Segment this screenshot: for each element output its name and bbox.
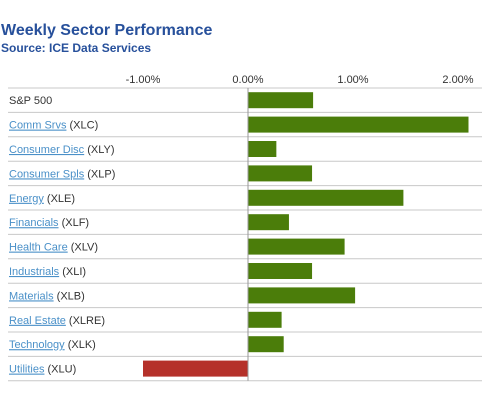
category-label: Industrials (XLI) bbox=[9, 266, 86, 278]
sector-link[interactable]: Technology bbox=[9, 339, 65, 351]
sector-link[interactable]: Real Estate bbox=[9, 315, 66, 327]
sector-link[interactable]: Health Care bbox=[9, 242, 68, 254]
chart-title: Weekly Sector Performance bbox=[1, 22, 213, 39]
bar bbox=[248, 116, 469, 133]
bar bbox=[248, 214, 289, 231]
category-label: Technology (XLK) bbox=[9, 339, 96, 351]
sector-link[interactable]: Energy bbox=[9, 193, 44, 205]
bar bbox=[143, 360, 248, 377]
bar bbox=[248, 189, 404, 206]
category-label: S&P 500 bbox=[9, 95, 52, 107]
category-label: Health Care (XLV) bbox=[9, 242, 98, 254]
ticker-symbol: (XLI) bbox=[59, 266, 86, 278]
bar bbox=[248, 336, 284, 353]
bar bbox=[248, 92, 314, 109]
sector-link[interactable]: Industrials bbox=[9, 266, 60, 278]
sector-link[interactable]: Materials bbox=[9, 290, 54, 302]
sector-link[interactable]: Consumer Spls bbox=[9, 168, 85, 180]
sector-link[interactable]: Utilities bbox=[9, 364, 45, 376]
category-label: Financials (XLF) bbox=[9, 217, 89, 229]
ticker-symbol: (XLF) bbox=[59, 217, 90, 229]
ticker-symbol: (XLP) bbox=[84, 168, 115, 180]
sector-link[interactable]: Financials bbox=[9, 217, 59, 229]
ticker-symbol: (XLK) bbox=[65, 339, 96, 351]
category-name: S&P 500 bbox=[9, 95, 52, 107]
ticker-symbol: (XLE) bbox=[44, 193, 75, 205]
x-tick-label: -1.00% bbox=[126, 74, 161, 86]
category-label: Comm Srvs (XLC) bbox=[9, 120, 98, 132]
ticker-symbol: (XLRE) bbox=[66, 315, 105, 327]
category-label: Consumer Disc (XLY) bbox=[9, 144, 115, 156]
category-label: Consumer Spls (XLP) bbox=[9, 168, 115, 180]
chart-subtitle: Source: ICE Data Services bbox=[1, 41, 152, 55]
x-tick-label: 0.00% bbox=[232, 74, 263, 86]
sector-link[interactable]: Consumer Disc bbox=[9, 144, 85, 156]
category-label: Real Estate (XLRE) bbox=[9, 315, 105, 327]
ticker-symbol: (XLU) bbox=[44, 364, 76, 376]
ticker-symbol: (XLV) bbox=[68, 242, 98, 254]
sector-link[interactable]: Comm Srvs bbox=[9, 120, 67, 132]
bar bbox=[248, 311, 282, 328]
ticker-symbol: (XLY) bbox=[84, 144, 114, 156]
bar bbox=[248, 165, 313, 182]
category-label: Energy (XLE) bbox=[9, 193, 75, 205]
bar bbox=[248, 141, 277, 157]
ticker-symbol: (XLB) bbox=[54, 290, 85, 302]
category-label: Materials (XLB) bbox=[9, 290, 85, 302]
category-label: Utilities (XLU) bbox=[9, 364, 76, 376]
ticker-symbol: (XLC) bbox=[66, 120, 98, 132]
bar bbox=[248, 238, 345, 255]
x-tick-label: 1.00% bbox=[337, 74, 368, 86]
bar bbox=[248, 263, 313, 279]
x-tick-label: 2.00% bbox=[442, 74, 473, 86]
bar bbox=[248, 287, 356, 304]
